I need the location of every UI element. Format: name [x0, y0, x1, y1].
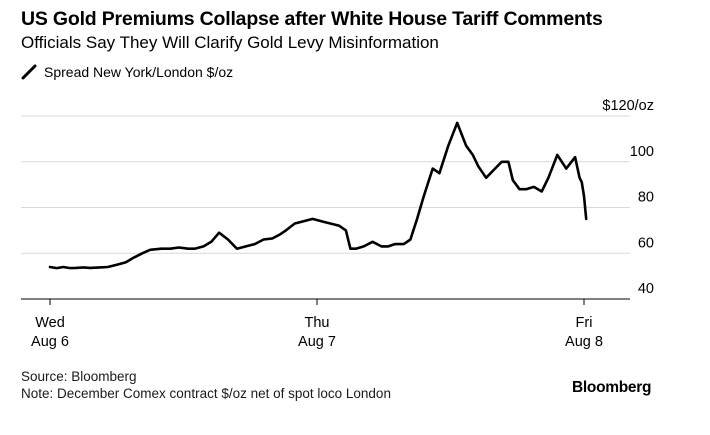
- series-line-0: [48, 121, 588, 270]
- x-tick-date-0: Aug 6: [31, 334, 69, 350]
- legend-label: Spread New York/London $/oz: [44, 64, 234, 80]
- y-tick-label-40: 40: [638, 281, 654, 297]
- series-layer: [48, 121, 588, 270]
- bloomberg-logo: Bloomberg: [572, 379, 652, 396]
- y-tick-label-80: 80: [638, 190, 654, 206]
- x-tick-date-2: Aug 8: [565, 334, 603, 350]
- x-tick-day-1: Thu: [305, 315, 330, 331]
- chart-subtitle: Officials Say They Will Clarify Gold Lev…: [21, 33, 439, 52]
- legend-line-icon: [21, 64, 37, 80]
- x-tick-date-1: Aug 7: [298, 334, 336, 350]
- x-axis: Wed Aug 6 Thu Aug 7 Fri Aug 8: [21, 298, 630, 350]
- grid: [21, 115, 630, 254]
- chart-title: US Gold Premiums Collapse after White Ho…: [21, 8, 603, 30]
- y-tick-label-100: 100: [630, 144, 654, 160]
- y-axis: 40 60 80 100 $120/oz: [602, 98, 654, 297]
- footnote: Note: December Comex contract $/oz net o…: [21, 386, 391, 401]
- x-tick-day-2: Fri: [576, 315, 593, 331]
- y-tick-label-60: 60: [638, 235, 654, 251]
- source-note: Source: Bloomberg: [21, 369, 137, 384]
- y-tick-label-120: $120/oz: [602, 98, 654, 114]
- x-tick-day-0: Wed: [35, 315, 65, 331]
- legend: Spread New York/London $/oz: [21, 64, 233, 80]
